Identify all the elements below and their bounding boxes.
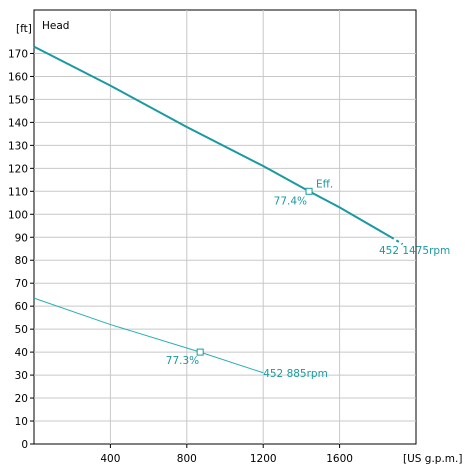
y-tick-label: 160 [8,71,28,83]
y-tick-label: 70 [15,278,28,290]
x-tick-label: 1600 [326,453,353,465]
y-tick-label: 30 [15,370,28,382]
y-tick-label: 150 [8,94,28,106]
grid [34,10,416,444]
y-tick-label: 120 [8,163,28,175]
y-tick-label: 170 [8,48,28,60]
y-tick-label: 100 [8,209,28,221]
annotation-efficiency-value: 77.3% [166,355,199,367]
annotations: Eff. 77.4% 77.3% [166,178,333,367]
y-unit-label: [ft] [16,23,32,35]
efficiency-marker [305,187,313,195]
series-label: 452 885rpm [263,368,328,380]
y-tick-label: 0 [21,439,28,451]
plot-area [33,9,417,445]
y-tick-label: 40 [15,347,28,359]
efficiency-marker [196,348,204,356]
annotation-eff: Eff. [316,178,333,190]
y-tick-label: 80 [15,255,28,267]
y-tick-label: 110 [8,186,28,198]
x-tick-label: 1200 [250,453,277,465]
y-tick-label: 140 [8,117,28,129]
series-group: 452 1475rpm 452 885rpm [33,45,450,380]
y-tick-label: 90 [15,232,28,244]
chart-title: Head [42,20,69,32]
series-label: 452 1475rpm [379,245,450,257]
series-line [33,297,264,374]
y-tick-label: 130 [8,140,28,152]
x-tick-label: 400 [100,453,120,465]
axis-ticks: 0 10 20 30 40 50 60 70 80 90 100 110 120 130 140 150 160… [8,48,353,465]
y-tick-label: 10 [15,416,28,428]
y-tick-label: 20 [15,393,28,405]
x-tick-label: 800 [177,453,197,465]
series-line [33,45,392,239]
series-line-extension [390,236,404,245]
x-unit-label: [US g.p.m.] [403,453,462,465]
y-tick-label: 50 [15,324,28,336]
annotation-efficiency-value: 77.4% [274,195,307,207]
y-tick-label: 60 [15,301,28,313]
